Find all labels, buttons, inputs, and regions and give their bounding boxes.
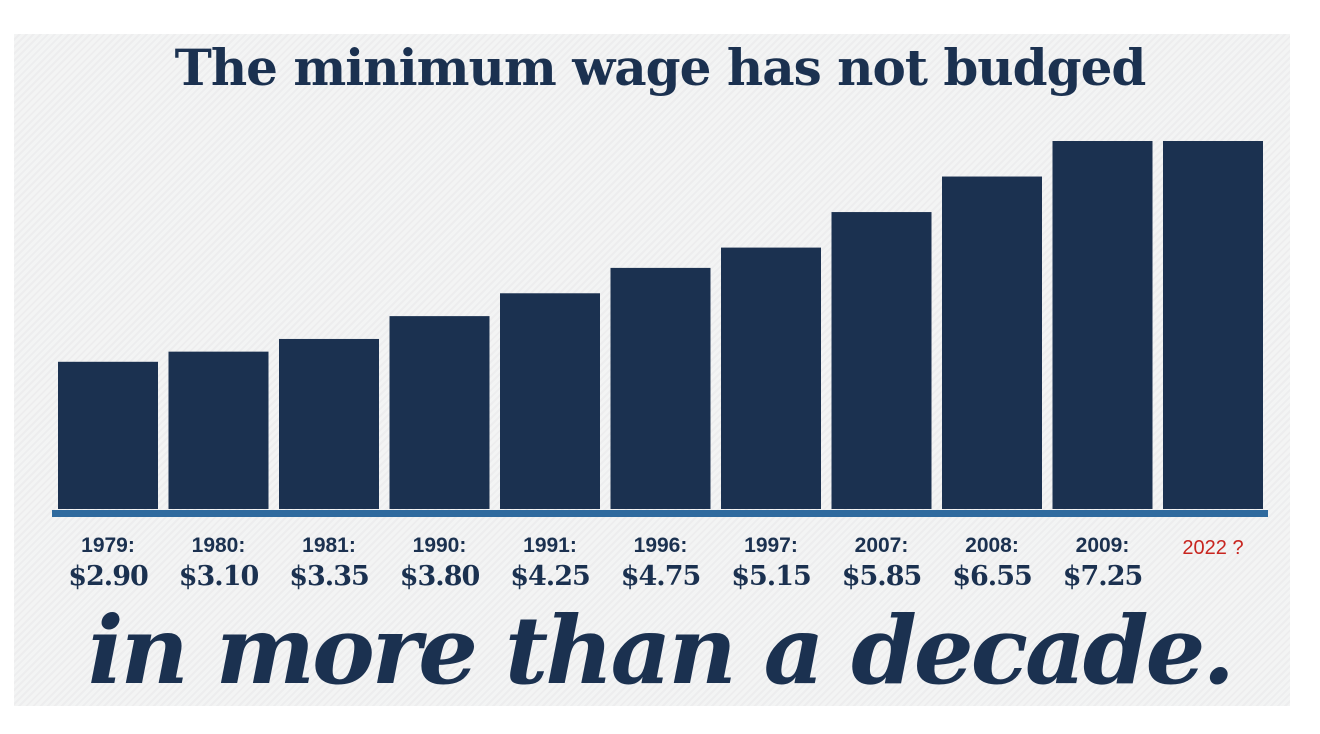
tick-label-0: 1979: [81,534,135,557]
tick-label-3: 1990: [413,534,467,557]
baseline [52,510,1268,517]
tick-label-2: 1981: [302,534,356,557]
data-label-7: $5.85 [842,561,922,592]
bar-5 [610,267,711,509]
tick-label-7: 2007: [855,534,909,557]
tick-label-10: 2022 ? [1182,537,1243,559]
chart-title: The minimum wage has not budged [174,38,1147,97]
bar-10 [1163,141,1263,509]
tick-label-8: 2008: [965,534,1019,557]
bar-2 [279,338,379,509]
bar-8 [942,176,1042,509]
data-label-0: $2.90 [68,561,148,592]
bar-3 [389,316,490,509]
data-label-3: $3.80 [400,561,480,592]
bar-0 [58,361,158,509]
data-label-2: $3.35 [289,561,369,592]
bar-1 [168,351,269,509]
bar-9 [1052,141,1153,509]
bar-6 [721,247,821,509]
data-label-9: $7.25 [1063,561,1143,592]
data-label-5: $4.75 [621,561,701,592]
data-label-4: $4.25 [510,561,590,592]
tick-label-1: 1980: [192,534,246,557]
data-label-8: $6.55 [952,561,1032,592]
bar-4 [500,293,600,509]
tick-label-4: 1991: [523,534,577,557]
tick-label-6: 1997: [744,534,798,557]
tick-label-9: 2009: [1076,534,1130,557]
chart-subtitle: in more than a decade. [87,596,1235,706]
bar-7 [831,212,932,509]
tick-label-5: 1996: [634,534,688,557]
data-label-6: $5.15 [731,561,811,592]
data-label-1: $3.10 [179,561,259,592]
